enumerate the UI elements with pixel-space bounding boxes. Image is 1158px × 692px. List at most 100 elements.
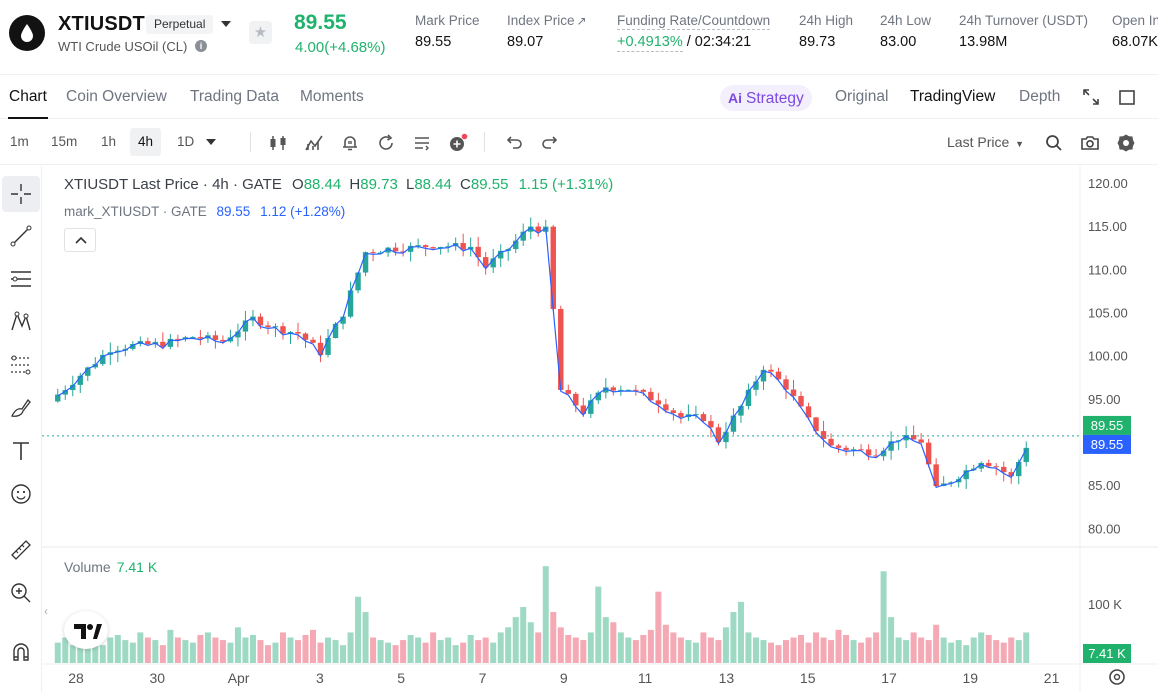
trend-line-tool[interactable] [2, 218, 40, 254]
tab-trading-data[interactable]: Trading Data [190, 88, 280, 105]
timeframe-4h[interactable]: 4h [130, 128, 162, 156]
crosshair-tool[interactable] [2, 176, 40, 212]
tradingview-logo[interactable] [64, 611, 108, 649]
candle-body [978, 462, 984, 469]
text-tool[interactable] [2, 433, 40, 469]
candle-body [565, 390, 571, 394]
candle-body [828, 438, 834, 446]
tab-original[interactable]: Original [835, 88, 889, 105]
candle-body [145, 341, 151, 345]
templates-list-icon[interactable] [412, 133, 432, 153]
candle-body [730, 415, 737, 432]
timeframe-15m[interactable]: 15m [51, 134, 78, 149]
candle-body [302, 333, 309, 340]
volume-bar [835, 629, 842, 663]
candle-body [588, 400, 594, 414]
price-type-select[interactable]: Last Price ▼ [947, 134, 1025, 150]
scroll-left-icon[interactable]: ‹ [44, 604, 48, 618]
volume-bar [77, 640, 84, 663]
candle-body [573, 393, 579, 406]
candle-type-icon[interactable] [268, 133, 288, 153]
volume-bar [347, 632, 354, 663]
tab-chart[interactable]: Chart [9, 88, 47, 105]
candle-body [1008, 472, 1014, 477]
volume-bar [692, 642, 699, 663]
brush-tool[interactable] [2, 390, 40, 426]
tab-coin-overview[interactable]: Coin Overview [66, 88, 167, 105]
horizontal-lines-tool[interactable] [2, 261, 40, 297]
candle-body [640, 389, 647, 392]
candle-body [873, 455, 879, 457]
favorite-star-icon[interactable]: ★ [249, 21, 272, 44]
volume-bar [219, 640, 226, 663]
external-link-icon[interactable]: ↗ [576, 14, 587, 28]
tab-tradingview[interactable]: TradingView [910, 88, 996, 105]
candle-body [715, 427, 722, 443]
candle-body [325, 338, 331, 355]
fullscreen-icon[interactable] [1082, 88, 1100, 106]
tab-depth[interactable]: Depth [1019, 88, 1061, 105]
timeframe-1h[interactable]: 1h [101, 134, 117, 149]
alert-bell-icon[interactable] [340, 133, 360, 153]
volume-bar [182, 640, 189, 663]
volume-bar [152, 640, 159, 663]
volume-bar [865, 637, 872, 663]
magnet-tool[interactable] [2, 634, 40, 670]
chart-settings-icon[interactable] [1106, 666, 1128, 688]
strategy-button[interactable]: Ai Strategy [720, 85, 812, 111]
timeframe-1m[interactable]: 1m [10, 134, 29, 149]
tab-moments[interactable]: Moments [300, 88, 364, 105]
symbol-title[interactable]: XTIUSDT [58, 13, 145, 35]
indicators-icon[interactable] [304, 133, 324, 153]
refresh-icon[interactable] [376, 133, 396, 153]
volume-tag-bg [1083, 644, 1131, 663]
volume-bar [798, 634, 805, 663]
candle-body [190, 337, 196, 339]
candle-body [1016, 461, 1022, 477]
chevron-down-icon: ▼ [1015, 139, 1025, 149]
search-icon[interactable] [1044, 133, 1064, 153]
candle-body [986, 462, 992, 467]
emoji-tool[interactable] [2, 476, 40, 512]
camera-icon[interactable] [1080, 133, 1100, 153]
volume-bar [715, 640, 722, 663]
candle-body [400, 251, 406, 253]
volume-bar [122, 640, 129, 663]
ai-icon: Ai [728, 90, 742, 106]
volume-bar [880, 571, 887, 663]
price-change: 4.00(+4.68%) [295, 39, 386, 56]
candle-body [625, 389, 632, 391]
popout-window-icon[interactable] [1118, 88, 1136, 106]
undo-icon[interactable] [504, 133, 524, 153]
fib-tool[interactable] [2, 347, 40, 383]
volume-bar [978, 632, 985, 663]
pattern-tool[interactable] [2, 304, 40, 340]
symbol-dropdown-icon[interactable] [221, 21, 231, 27]
candlestick-chart[interactable]: 120.00115.00110.00105.00100.0095.0090.00… [42, 166, 1158, 692]
candle-body [678, 413, 684, 418]
timeframe-1d[interactable]: 1D [177, 134, 195, 149]
gear-icon[interactable] [1116, 133, 1136, 153]
candle-body [723, 431, 729, 443]
ohlc-legend: XTIUSDT Last Price · 4h · GATE O88.44 H8… [64, 176, 614, 193]
candle-body [633, 389, 639, 391]
stat-mark-price: Mark Price 89.55 [415, 13, 480, 50]
ruler-tool[interactable] [2, 532, 40, 568]
collapse-legend-button[interactable] [64, 228, 96, 252]
stat-index-price[interactable]: Index Price ↗ 89.07 [507, 13, 587, 50]
volume-bar [400, 640, 407, 663]
volume-bar [903, 640, 910, 663]
volume-bar [963, 645, 970, 663]
volume-bar [632, 640, 639, 663]
candle-body [340, 316, 346, 324]
brush-icon [11, 398, 31, 417]
info-icon[interactable]: i [195, 40, 207, 52]
zoom-tool[interactable] [2, 575, 40, 611]
add-plugin-icon[interactable] [448, 133, 468, 153]
volume-bar [415, 637, 422, 663]
volume-bar [107, 637, 114, 663]
volume-bar [272, 642, 279, 663]
stat-24h-turnover: 24h Turnover (USDT) 13.98M [959, 13, 1089, 50]
timeframe-dropdown-icon[interactable] [205, 137, 217, 147]
redo-icon[interactable] [540, 133, 560, 153]
